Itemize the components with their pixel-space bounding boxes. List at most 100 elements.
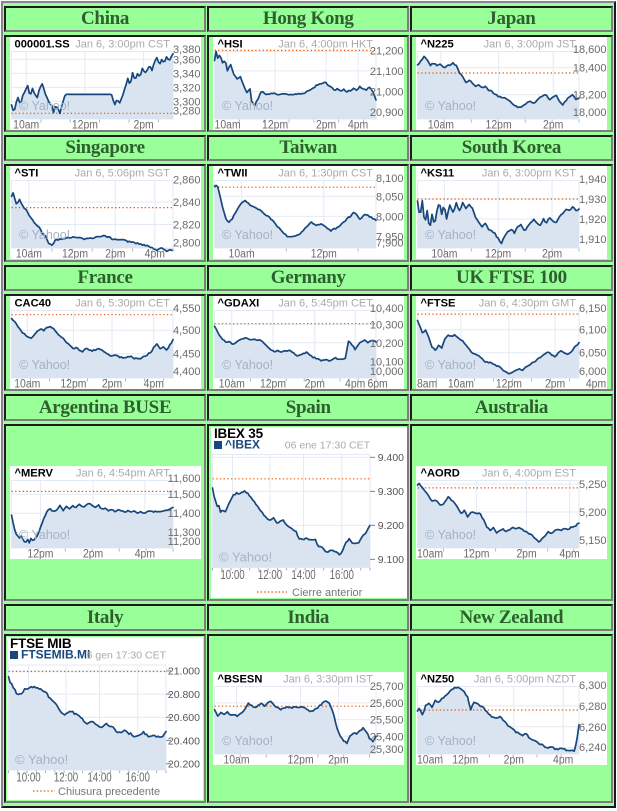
svg-text:21,200: 21,200	[370, 45, 404, 57]
svg-text:10,000: 10,000	[370, 366, 404, 378]
svg-text:CAC40: CAC40	[14, 297, 51, 309]
svg-text:Cierre anterior: Cierre anterior	[292, 587, 363, 598]
svg-text:Jan 6, 5:06pm SGT: Jan 6, 5:06pm SGT	[74, 168, 170, 180]
svg-text:11,500: 11,500	[167, 489, 200, 501]
svg-text:Jan 6, 1:30pm CST: Jan 6, 1:30pm CST	[278, 168, 373, 180]
svg-text:20.200: 20.200	[167, 758, 199, 770]
svg-text:Jan 6, 5:30pm CET: Jan 6, 5:30pm CET	[75, 298, 170, 310]
svg-text:20.800: 20.800	[167, 688, 199, 700]
svg-text:7,950: 7,950	[376, 231, 404, 243]
svg-text:© Yahoo!: © Yahoo!	[19, 358, 70, 372]
svg-text:6,000: 6,000	[579, 366, 607, 378]
svg-text:^IBEX: ^IBEX	[225, 437, 260, 451]
svg-text:IBEX 35: IBEX 35	[214, 427, 264, 441]
svg-text:© Yahoo!: © Yahoo!	[222, 228, 273, 242]
svg-text:12pm: 12pm	[496, 378, 522, 389]
svg-text:2pm: 2pm	[545, 378, 565, 389]
svg-text:3,280: 3,280	[173, 105, 201, 117]
svg-text:4pm: 4pm	[134, 548, 154, 559]
svg-text:3,360: 3,360	[173, 54, 201, 66]
svg-text:10:00: 10:00	[16, 771, 40, 784]
svg-text:10am: 10am	[431, 248, 457, 259]
svg-text:12pm: 12pm	[27, 548, 53, 559]
svg-text:8,050: 8,050	[376, 191, 404, 203]
svg-text:4,400: 4,400	[173, 366, 201, 378]
svg-text:4pm: 4pm	[144, 248, 164, 259]
svg-text:Jan 6, 4:54pm ART: Jan 6, 4:54pm ART	[76, 467, 170, 479]
svg-text:20.600: 20.600	[167, 712, 199, 724]
svg-text:Jan 6, 3:00pm JST: Jan 6, 3:00pm JST	[484, 38, 577, 50]
svg-text:^FTSE: ^FTSE	[420, 297, 455, 309]
svg-text:3,340: 3,340	[173, 68, 201, 80]
svg-text:10am: 10am	[218, 378, 244, 389]
svg-text:21.000: 21.000	[167, 665, 199, 677]
svg-text:© Yahoo!: © Yahoo!	[19, 528, 70, 542]
svg-text:7,900: 7,900	[376, 237, 404, 249]
svg-text:12:00: 12:00	[258, 569, 282, 582]
svg-text:2,840: 2,840	[173, 197, 201, 209]
svg-text:4pm: 4pm	[586, 378, 606, 389]
svg-text:© Yahoo!: © Yahoo!	[222, 734, 273, 748]
svg-text:25,700: 25,700	[370, 681, 404, 693]
svg-text:2pm: 2pm	[304, 378, 324, 389]
svg-text:12pm: 12pm	[452, 753, 478, 764]
svg-text:Jan 6, 5:00pm NZDT: Jan 6, 5:00pm NZDT	[474, 673, 576, 685]
svg-text:10am: 10am	[417, 753, 443, 764]
svg-text:12pm: 12pm	[71, 118, 97, 129]
svg-text:18,600: 18,600	[573, 44, 607, 56]
svg-text:1,940: 1,940	[579, 174, 607, 186]
svg-text:6,050: 6,050	[579, 348, 607, 360]
svg-text:10am: 10am	[428, 118, 454, 129]
svg-text:6,300: 6,300	[579, 679, 607, 691]
svg-text:3,380: 3,380	[173, 44, 201, 56]
svg-text:2pm: 2pm	[516, 548, 536, 559]
svg-text:Jan 6, 4:00pm EST: Jan 6, 4:00pm EST	[482, 467, 576, 479]
svg-text:16:00: 16:00	[329, 569, 353, 582]
svg-text:06 ene 17:30 CET: 06 ene 17:30 CET	[285, 439, 371, 451]
svg-text:12pm: 12pm	[485, 248, 511, 259]
svg-text:14:00: 14:00	[291, 569, 315, 582]
svg-text:25,500: 25,500	[370, 714, 404, 726]
svg-text:^HSI: ^HSI	[217, 38, 242, 50]
svg-text:12:00: 12:00	[53, 771, 77, 784]
svg-text:12pm: 12pm	[60, 378, 86, 389]
svg-text:21,100: 21,100	[370, 65, 404, 77]
svg-text:6,280: 6,280	[579, 700, 607, 712]
svg-text:© Yahoo!: © Yahoo!	[425, 228, 476, 242]
svg-text:5,200: 5,200	[579, 507, 607, 519]
svg-text:2pm: 2pm	[316, 118, 336, 129]
svg-text:FTSE MIB: FTSE MIB	[10, 637, 72, 651]
svg-text:1,910: 1,910	[579, 234, 607, 246]
svg-text:12pm: 12pm	[287, 753, 313, 764]
svg-text:4pm: 4pm	[345, 378, 365, 389]
svg-text:000001.SS: 000001.SS	[14, 38, 70, 50]
svg-text:4pm: 4pm	[559, 548, 579, 559]
svg-text:6,100: 6,100	[579, 325, 607, 337]
svg-text:9.300: 9.300	[378, 486, 404, 498]
svg-text:^TWII: ^TWII	[217, 167, 247, 179]
svg-text:20.400: 20.400	[167, 735, 199, 747]
svg-text:10,400: 10,400	[370, 303, 404, 315]
svg-text:4pm: 4pm	[348, 118, 368, 129]
svg-text:2pm: 2pm	[133, 118, 153, 129]
svg-text:6,150: 6,150	[579, 303, 607, 315]
svg-text:© Yahoo!: © Yahoo!	[19, 228, 70, 242]
svg-text:10am: 10am	[228, 248, 254, 259]
svg-text:25,600: 25,600	[370, 697, 404, 709]
svg-text:2pm: 2pm	[101, 378, 121, 389]
svg-text:12pm: 12pm	[310, 248, 336, 259]
svg-text:© Yahoo!: © Yahoo!	[222, 99, 273, 113]
svg-text:2pm: 2pm	[105, 248, 125, 259]
svg-text:2pm: 2pm	[543, 118, 563, 129]
svg-text:10,100: 10,100	[370, 356, 404, 368]
svg-text:10,300: 10,300	[370, 319, 404, 331]
svg-text:© Yahoo!: © Yahoo!	[425, 734, 476, 748]
svg-text:10am: 10am	[417, 548, 443, 559]
svg-text:18,400: 18,400	[573, 62, 607, 74]
svg-text:2,820: 2,820	[173, 220, 201, 232]
svg-text:5,250: 5,250	[579, 479, 607, 491]
svg-text:Jan 6, 5:45pm CET: Jan 6, 5:45pm CET	[278, 298, 373, 310]
svg-text:© Yahoo!: © Yahoo!	[219, 549, 272, 564]
svg-text:18,000: 18,000	[573, 107, 607, 119]
svg-text:12pm: 12pm	[260, 378, 286, 389]
